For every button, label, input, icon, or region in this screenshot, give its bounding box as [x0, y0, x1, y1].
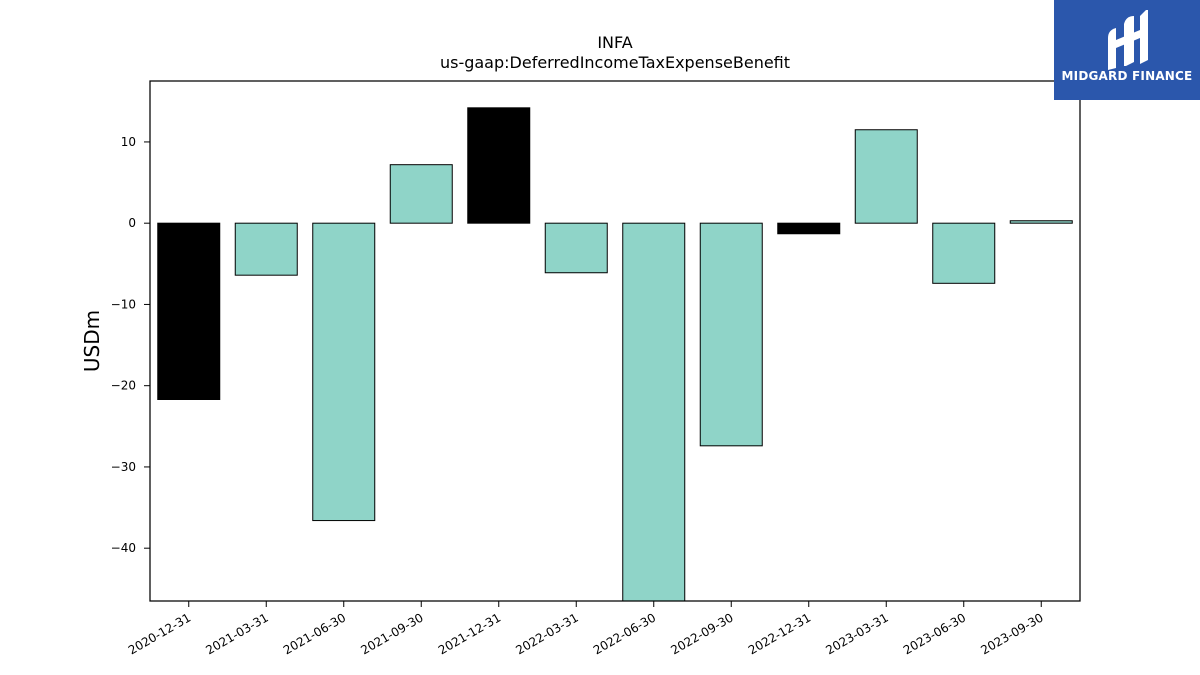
x-tick-label: 2022-12-31 — [746, 610, 813, 657]
x-tick-label: 2022-03-31 — [513, 610, 580, 657]
brand-logo: MIDGARD FINANCE — [1054, 0, 1200, 100]
x-tick-label: 2023-09-30 — [978, 610, 1045, 657]
bar-2022-06-30 — [622, 222, 686, 601]
brand-name: MIDGARD FINANCE — [1061, 69, 1193, 83]
bars-group — [157, 107, 1073, 601]
bar-2021-12-31 — [467, 107, 531, 224]
bar-2021-03-31 — [234, 222, 298, 276]
x-tick-label: 2021-03-31 — [203, 610, 270, 657]
x-tick-label: 2022-09-30 — [668, 610, 735, 657]
x-tick-label: 2023-03-31 — [823, 610, 890, 657]
x-tick-label: 2022-06-30 — [591, 610, 658, 657]
bar-2020-12-31 — [157, 222, 221, 400]
midgard-logo-icon — [1108, 10, 1148, 70]
y-tick-label: −40 — [111, 541, 136, 555]
chart-title: INFA — [597, 33, 632, 52]
y-axis: 10 0 −10 −20 −30 −40 — [111, 135, 150, 555]
bar-2023-09-30 — [1009, 220, 1073, 224]
x-tick-label: 2023-06-30 — [901, 610, 968, 657]
y-tick-label: −30 — [111, 460, 136, 474]
x-tick-label: 2021-06-30 — [281, 610, 348, 657]
y-axis-label: USDm — [80, 310, 104, 372]
bar-2022-12-31 — [777, 222, 841, 235]
bar-2023-06-30 — [932, 222, 996, 284]
bar-2022-09-30 — [699, 222, 763, 447]
y-tick-label: −20 — [111, 379, 136, 393]
y-tick-label: 0 — [128, 216, 136, 230]
x-axis: 2020-12-31 2021-03-31 2021-06-30 2021-09-30… — [126, 601, 1046, 657]
bar-2021-09-30 — [389, 164, 453, 224]
bar-2021-06-30 — [312, 222, 376, 522]
y-tick-label: −10 — [111, 297, 136, 311]
plot-frame — [149, 80, 1081, 602]
chart-subtitle: us-gaap:DeferredIncomeTaxExpenseBenefit — [440, 53, 790, 72]
x-tick-label: 2021-12-31 — [436, 610, 503, 657]
y-tick-label: 10 — [121, 135, 136, 149]
bar-2022-03-31 — [544, 222, 608, 274]
x-tick-label: 2021-09-30 — [358, 610, 425, 657]
bar-2023-03-31 — [854, 129, 918, 224]
x-tick-label: 2020-12-31 — [126, 610, 193, 657]
